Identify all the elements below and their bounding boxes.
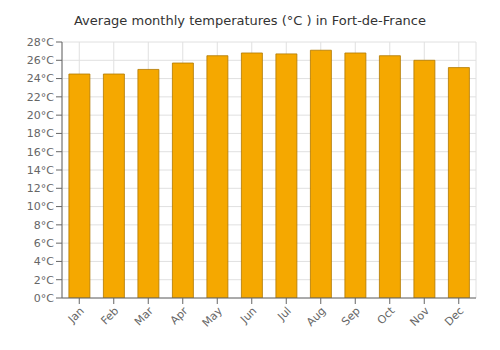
- svg-text:8°C: 8°C: [34, 219, 54, 232]
- svg-text:2°C: 2°C: [34, 274, 54, 287]
- svg-text:28°C: 28°C: [27, 36, 54, 49]
- svg-text:22°C: 22°C: [27, 91, 54, 104]
- svg-text:18°C: 18°C: [27, 127, 54, 140]
- svg-text:10°C: 10°C: [27, 200, 54, 213]
- svg-text:Mar: Mar: [132, 304, 156, 328]
- svg-text:4°C: 4°C: [34, 255, 54, 268]
- svg-text:14°C: 14°C: [27, 164, 54, 177]
- svg-text:26°C: 26°C: [27, 54, 54, 67]
- html-text:Average monthly temperatures (: Average monthly temperatures (°C ) in Fo…: [74, 13, 426, 28]
- svg-text:Nov: Nov: [408, 304, 433, 329]
- svg-text:Jan: Jan: [65, 304, 87, 326]
- svg-text:Aug: Aug: [304, 304, 328, 328]
- svg-text:May: May: [200, 304, 226, 330]
- svg-text:Sep: Sep: [339, 304, 363, 328]
- svg-text:16°C: 16°C: [27, 146, 54, 159]
- svg-text:20°C: 20°C: [27, 109, 54, 122]
- svg-text:Jun: Jun: [237, 304, 259, 326]
- svg-text:Jul: Jul: [275, 304, 294, 323]
- svg-text:Apr: Apr: [168, 304, 191, 327]
- svg-text:Dec: Dec: [442, 304, 466, 328]
- svg-text:0°C: 0°C: [34, 292, 54, 305]
- svg-text:12°C: 12°C: [27, 182, 54, 195]
- svg-text:Feb: Feb: [98, 304, 121, 327]
- svg-text:Oct: Oct: [375, 304, 398, 327]
- svg-text:24°C: 24°C: [27, 72, 54, 85]
- svg-text:6°C: 6°C: [34, 237, 54, 250]
